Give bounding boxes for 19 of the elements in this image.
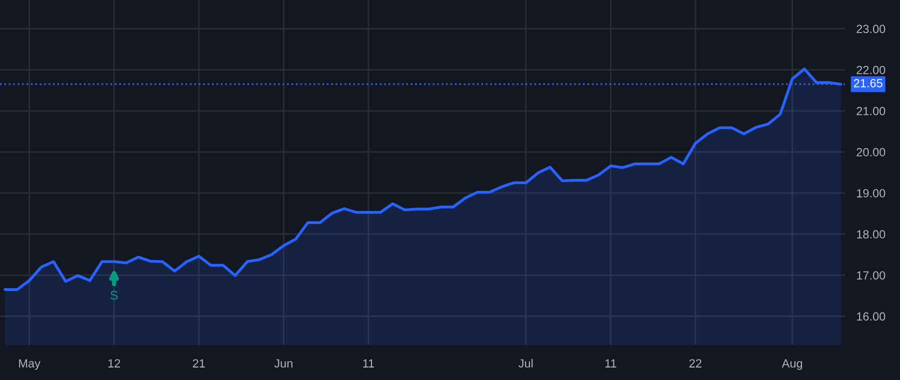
x-tick-label: 11 <box>605 359 616 368</box>
y-tick-label: 20.00 <box>856 148 886 156</box>
y-tick-label: 16.00 <box>857 312 886 321</box>
y-tick-label: 22.00 <box>856 66 886 74</box>
x-tick-label: 11 <box>363 359 374 368</box>
y-tick-label: 18.00 <box>857 230 886 238</box>
y-tick-label: 21.00 <box>856 106 886 116</box>
y-tick-label: 23.00 <box>856 24 886 34</box>
y-tick-label: 17.00 <box>857 271 886 280</box>
x-tick-label: 21 <box>192 359 205 368</box>
x-tick-label: Jul <box>518 358 533 368</box>
x-tick-label: 22 <box>689 359 702 368</box>
x-tick-label: May <box>19 359 40 370</box>
x-tick-label: Jun <box>274 359 292 368</box>
x-tick-label: 12 <box>108 359 120 368</box>
annotation: S <box>110 290 118 300</box>
ref-line-label: 21.65 <box>854 79 882 88</box>
y-tick-label: 19.00 <box>857 189 886 198</box>
x-tick-label: Aug <box>782 359 802 370</box>
